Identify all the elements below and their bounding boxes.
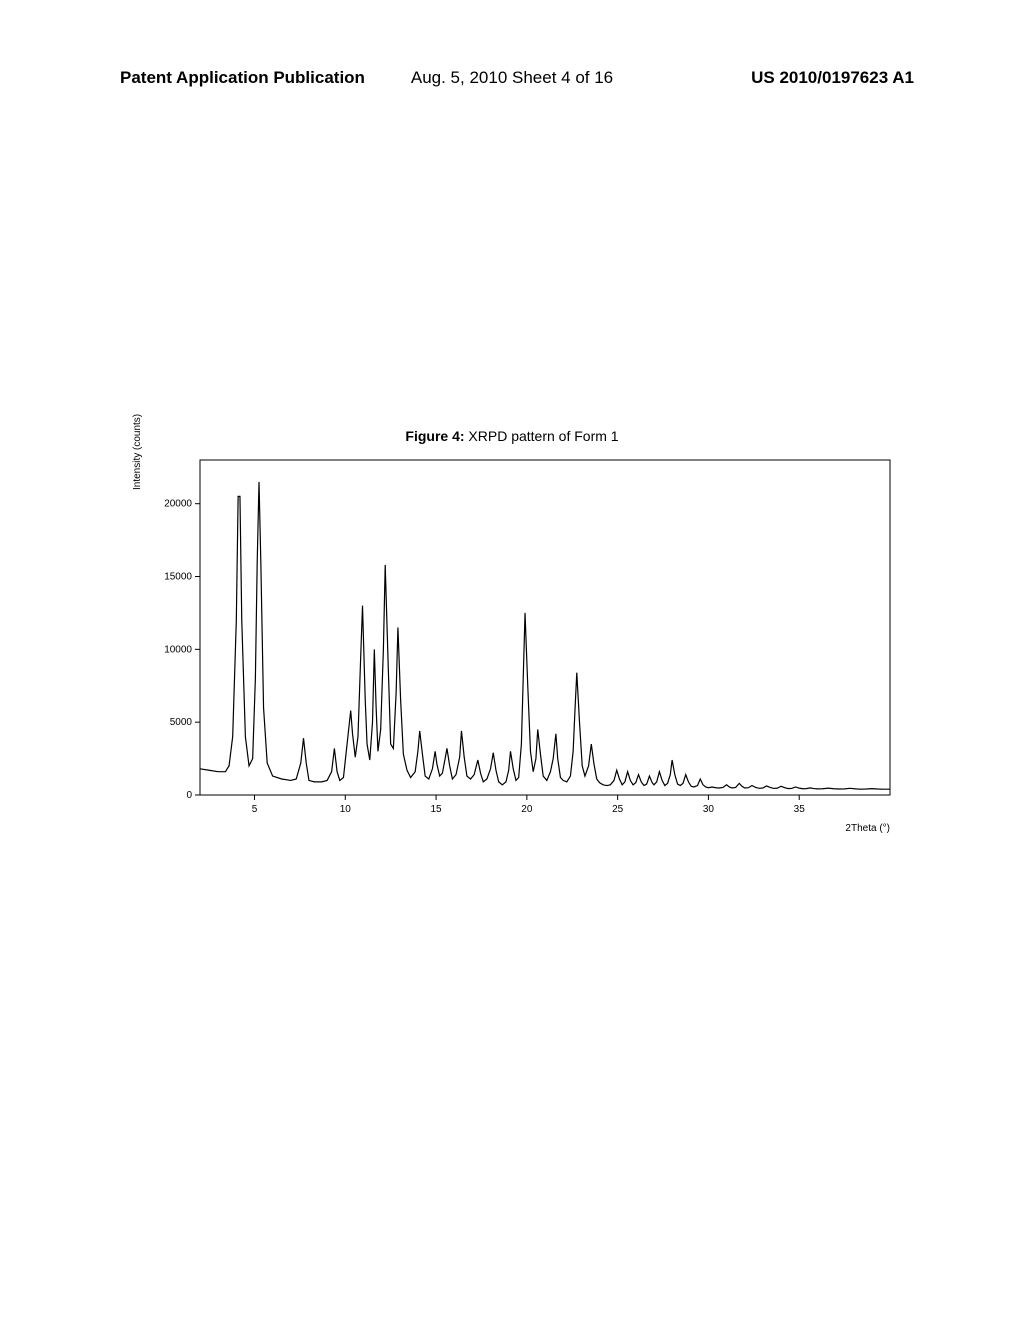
figure-title: Figure 4: XRPD pattern of Form 1 [405,428,618,444]
header-right: US 2010/0197623 A1 [751,68,914,88]
svg-text:25: 25 [612,804,624,815]
page-header: Patent Application Publication Aug. 5, 2… [0,68,1024,88]
xrpd-chart: Intensity (counts) 050001000015000200005… [140,450,900,830]
svg-text:35: 35 [794,804,806,815]
y-axis-label: Intensity (counts) [132,414,143,490]
svg-text:15: 15 [430,804,442,815]
svg-text:10000: 10000 [164,644,192,655]
figure-title-bold: Figure 4: [405,428,464,444]
chart-svg: 0 5000 10000 15000 20000 5 10 15 20 25 30 35 [140,450,900,830]
header-left: Patent Application Publication [120,68,365,88]
svg-text:5000: 5000 [170,717,193,728]
header-center: Aug. 5, 2010 Sheet 4 of 16 [411,68,613,88]
svg-text:5: 5 [252,804,258,815]
svg-text:15000: 15000 [164,572,192,583]
figure-title-rest: XRPD pattern of Form 1 [465,428,619,444]
svg-text:20: 20 [521,804,533,815]
svg-text:10: 10 [340,804,352,815]
svg-text:0: 0 [186,790,192,801]
svg-text:30: 30 [703,804,715,815]
x-axis-label: 2Theta (°) [845,823,890,834]
svg-text:20000: 20000 [164,499,192,510]
